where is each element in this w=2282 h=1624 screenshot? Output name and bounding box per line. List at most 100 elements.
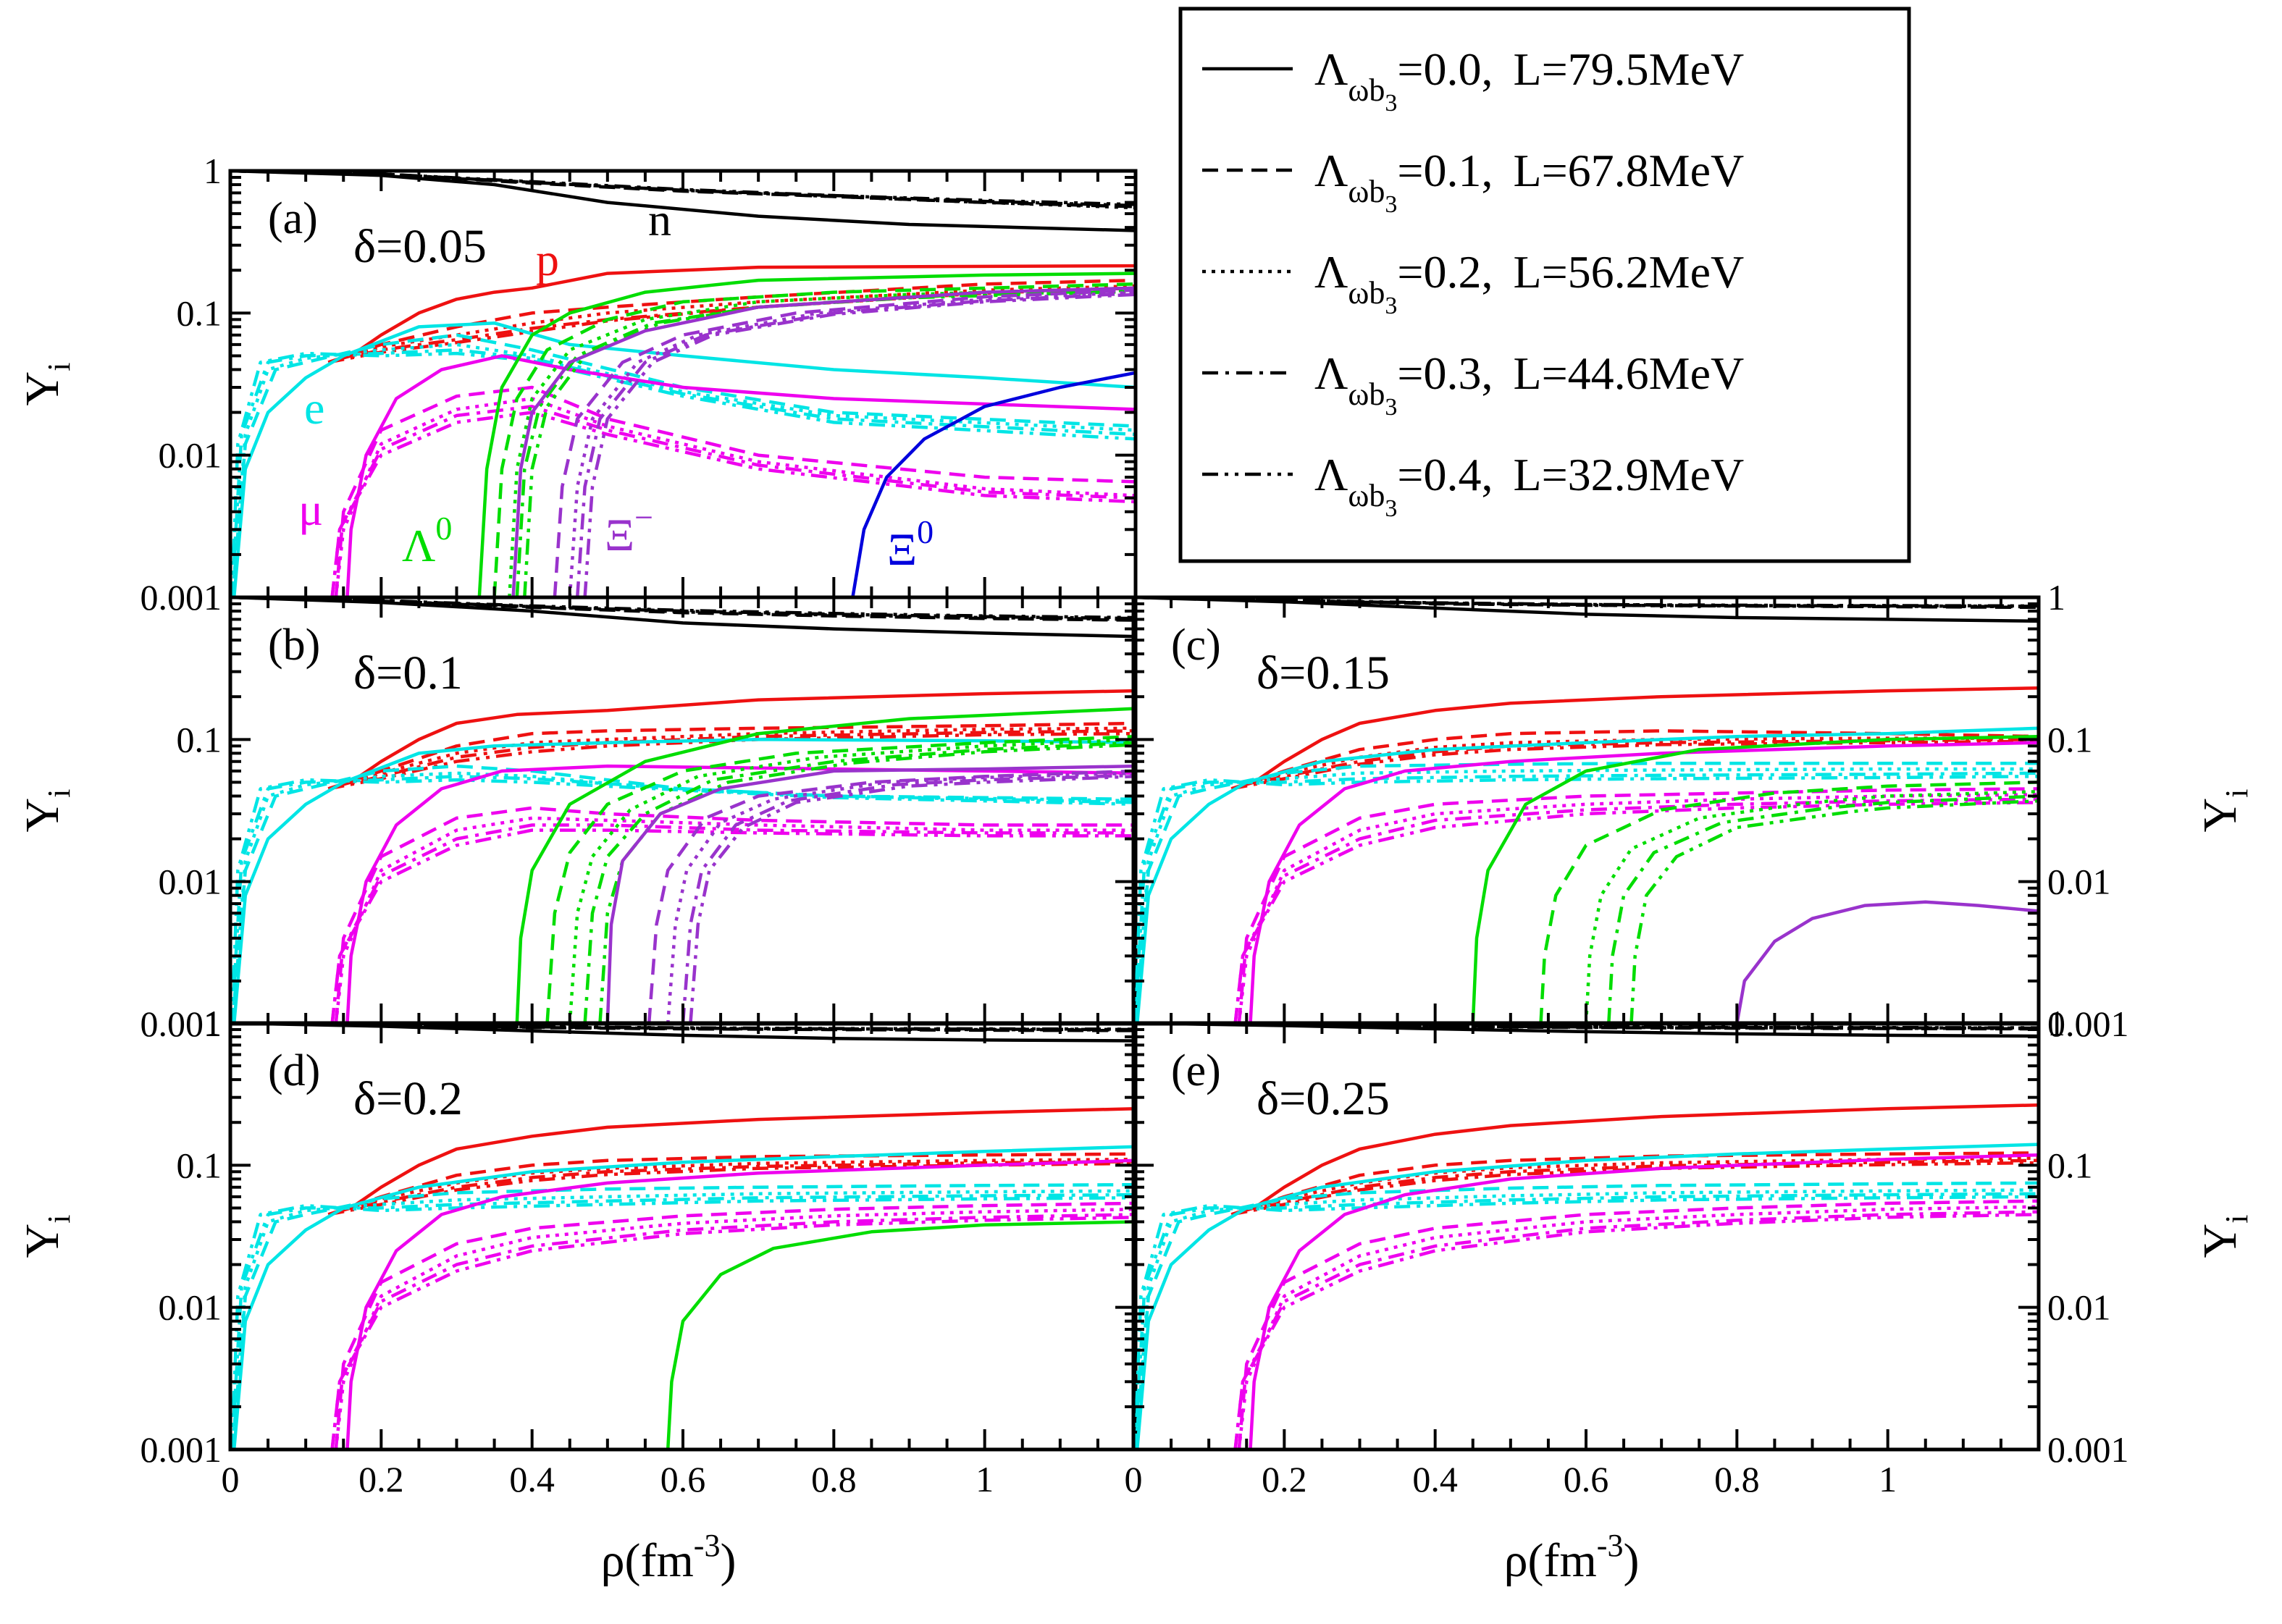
curve-mu-dashed-panel-a	[334, 385, 1136, 597]
curve-e-dashdotdot-panel-c	[1133, 775, 2039, 1024]
x-tick-label: 0	[1125, 1459, 1143, 1499]
curve-e-solid-panel-e	[1135, 1143, 2039, 1450]
x-tick-label: 0	[222, 1459, 240, 1499]
delta-label: δ=0.15	[1257, 647, 1390, 699]
curve-mu-dashed-panel-e	[1237, 1199, 2039, 1450]
curve-Lambda-solid-panel-a	[477, 272, 1136, 597]
x-tick-label: 0.2	[358, 1459, 404, 1499]
particle-label-Xi_zero: Ξ0	[887, 513, 934, 575]
curve-e-dotted-panel-d	[230, 1189, 1136, 1450]
y-tick-label: 0.01	[159, 862, 222, 902]
y-axis-title-main: Y	[16, 371, 69, 406]
delta-label: δ=0.2	[353, 1072, 463, 1125]
legend-lambda-subsub: 3	[1385, 293, 1397, 319]
y-axis-title: Yi	[16, 363, 77, 406]
y-tick-label: 0.01	[2047, 862, 2111, 902]
curve-Lambda-dotted-panel-b	[568, 738, 1136, 1024]
legend-lambda-symbol: Λ	[1314, 145, 1348, 196]
legend-lambda-subsub: 3	[1385, 394, 1397, 421]
y-tick-label: 0.1	[177, 1145, 222, 1185]
curve-mu-dotted-panel-c	[1237, 793, 2039, 1024]
y-axis-title-main: Y	[16, 798, 69, 833]
y-axis-title-sub: i	[41, 1215, 77, 1224]
x-tick-label: 0.6	[660, 1459, 706, 1499]
y-axis-title-sub: i	[41, 363, 77, 371]
curve-p-dashdot-panel-d	[327, 1160, 1136, 1216]
delta-label: δ=0.25	[1257, 1072, 1390, 1125]
curve-Lambda-dotted-panel-a	[508, 286, 1136, 597]
particle-label-mu-symbol: μ	[298, 484, 323, 535]
particle-label-n-symbol: n	[648, 194, 671, 245]
legend-frame	[1178, 7, 1911, 563]
particle-label-p-symbol: p	[536, 234, 559, 285]
curve-e-dashed-panel-c	[1133, 761, 2039, 1024]
legend-lambda-symbol: Λ	[1314, 43, 1348, 95]
particle-label-Xi_minus: Ξ−	[605, 499, 653, 560]
y-axis-title-sub: i	[2219, 1215, 2254, 1224]
legend-lambda-value: =0.1,	[1397, 145, 1493, 196]
y-axis-title: Yi	[2194, 1215, 2254, 1258]
curve-Xi_minus-solid-panel-a	[511, 286, 1136, 597]
curve-Xi_minus-dashdot-panel-b	[681, 773, 1136, 1024]
curve-Lambda-dashed-panel-c	[1539, 781, 2039, 1024]
curve-Xi_minus-solid-panel-c	[1735, 900, 2039, 1024]
y-axis-title-main: Y	[16, 1224, 69, 1258]
panel-label: (e)	[1171, 1046, 1221, 1095]
x-axis-title: ρ(fm-3)	[1504, 1528, 1640, 1587]
legend-lambda-subsub: 3	[1385, 191, 1397, 218]
legend-lambda-value: =0.3,	[1397, 348, 1493, 399]
panel-label: (c)	[1171, 620, 1221, 670]
curve-Lambda-dashdot-panel-b	[583, 741, 1136, 1024]
curve-Xi_minus-dotted-panel-b	[666, 771, 1136, 1024]
x-axis-title: ρ(fm-3)	[601, 1528, 737, 1587]
curve-mu-dashdotdot-panel-c	[1233, 801, 2039, 1024]
curve-e-dotted-panel-e	[1133, 1188, 2039, 1450]
curve-e-dashdot-panel-b	[230, 775, 1136, 1024]
particle-label-n: n	[648, 194, 671, 245]
curve-e-dashed-panel-e	[1133, 1181, 2039, 1450]
curve-Xi_minus-dotted-panel-a	[568, 290, 1136, 597]
y-axis-title: Yi	[2194, 789, 2254, 833]
curve-e-dashdotdot-panel-e	[1133, 1195, 2039, 1450]
curve-Lambda-dashdot-panel-c	[1607, 794, 2039, 1024]
y-tick-label: 0.01	[159, 1287, 222, 1328]
curve-mu-dashdot-panel-b	[330, 823, 1136, 1024]
legend-lambda-value: =0.0,	[1397, 43, 1493, 95]
curve-p-solid-panel-c	[1230, 686, 2039, 791]
curve-mu-dotted-panel-e	[1237, 1205, 2039, 1450]
curve-Xi_minus-dashed-panel-b	[647, 769, 1136, 1024]
curve-mu-dashdot-panel-d	[330, 1213, 1136, 1450]
x-axis-title-sup: -3	[1597, 1528, 1624, 1563]
legend-lambda-value: =0.2,	[1397, 246, 1493, 298]
x-tick-label: 0.4	[509, 1459, 555, 1499]
curve-mu-dashdotdot-panel-d	[330, 1216, 1136, 1450]
panel-label: (a)	[268, 194, 318, 243]
curve-mu-solid-panel-a	[345, 354, 1136, 597]
curve-Lambda-dotted-panel-c	[1584, 790, 2039, 1024]
curve-mu-dashdotdot-panel-a	[330, 411, 1136, 597]
x-axis-title-close: )	[720, 1534, 736, 1587]
curve-Lambda-solid-panel-d	[666, 1220, 1136, 1450]
curve-Xi_minus-solid-panel-b	[605, 764, 1136, 1024]
curve-Xi_zero-solid-panel-a	[851, 371, 1136, 597]
y-tick-label: 0.1	[177, 719, 222, 760]
curve-mu-dashed-panel-d	[334, 1201, 1136, 1450]
legend-entry-dotted: Λωb3=0.2, L=56.2MeV	[1314, 246, 1744, 319]
x-tick-label: 0.2	[1262, 1459, 1307, 1499]
curve-p-dashed-panel-e	[1230, 1151, 2039, 1216]
curve-e-solid-panel-b	[232, 738, 1136, 1024]
particle-label-Xi_zero-sup: 0	[917, 513, 934, 550]
panel-d: 0.001 0.01 0.1 1 Yi 0 0.2 0.4 0.6 0.8 1 ρ(fm-3) (d) δ…	[16, 1003, 1138, 1587]
curve-e-dotted-panel-a	[230, 342, 1136, 597]
y-tick-label: 0.01	[159, 435, 222, 476]
delta-label: δ=0.1	[353, 647, 463, 699]
x-tick-label: 0.6	[1564, 1459, 1609, 1499]
legend-lambda-subsub: 3	[1385, 90, 1397, 117]
curve-mu-dashed-panel-b	[334, 806, 1136, 1024]
curve-e-dashdotdot-panel-b	[230, 778, 1136, 1024]
legend-lambda-sub: ωb	[1348, 174, 1385, 209]
curve-e-dashdotdot-panel-a	[230, 351, 1136, 597]
curve-e-dashed-panel-a	[230, 333, 1136, 597]
